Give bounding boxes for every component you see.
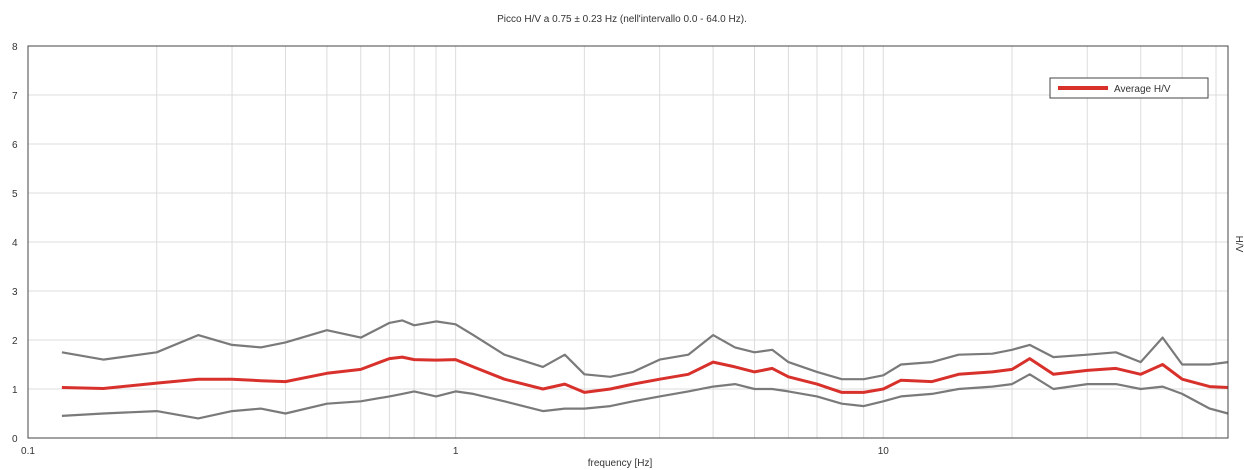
x-tick-labels: 0.1 1 10 (21, 446, 889, 457)
y-tick-label: 7 (12, 91, 18, 102)
x-tick-label: 10 (878, 446, 890, 457)
chart-title: Picco H/V a 0.75 ± 0.23 Hz (nell'interva… (497, 14, 747, 25)
y-axis-label: H/V (1233, 236, 1244, 253)
y-tick-label: 4 (12, 238, 18, 249)
y-tick-label: 3 (12, 287, 18, 298)
legend-box (1049, 77, 1209, 99)
legend-label-average: Average H/V (1114, 84, 1171, 95)
series-line-upper (61, 319, 1229, 381)
y-tick-label: 6 (12, 140, 18, 151)
y-tick-label: 1 (12, 385, 18, 396)
x-tick-label: 1 (453, 446, 459, 457)
y-tick-labels: 0 1 2 3 4 5 6 7 8 (12, 42, 18, 445)
y-tick-label: 5 (12, 189, 18, 200)
y-tick-label: 2 (12, 336, 18, 347)
x-tick-label: 0.1 (21, 446, 35, 457)
y-tick-label: 0 (12, 434, 18, 445)
y-tick-label: 8 (12, 42, 18, 53)
series-line-lower (61, 373, 1229, 420)
legend: Average H/V (1049, 77, 1209, 99)
plot-frame (27, 45, 1229, 439)
x-axis-label: frequency [Hz] (588, 458, 653, 469)
series-line-average (61, 355, 1229, 394)
series-group (61, 319, 1229, 420)
